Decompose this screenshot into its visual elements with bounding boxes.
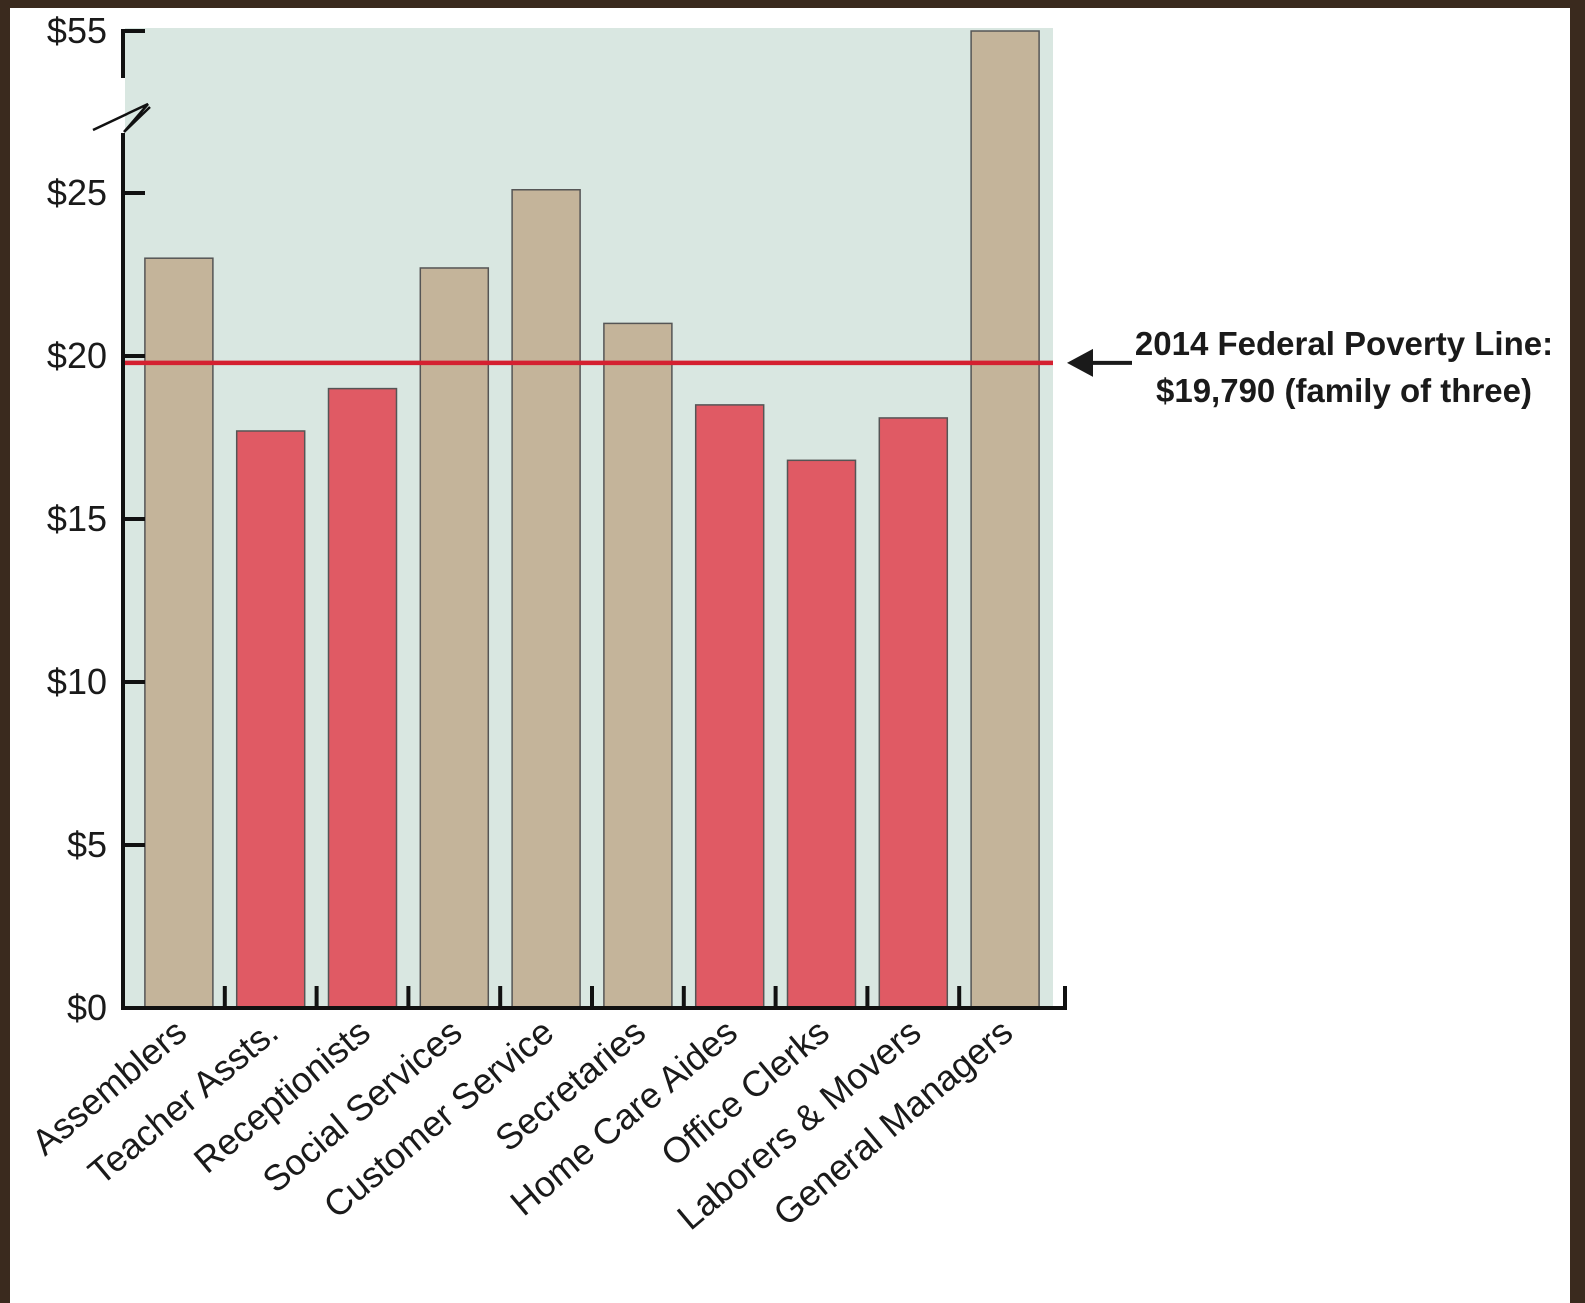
bar-laborers-movers (878, 417, 949, 1009)
bar-home-care-aides (694, 404, 765, 1009)
bar-office-clerks (786, 459, 857, 1009)
y-tick-label: $20 (47, 335, 107, 376)
chart-canvas: $0 $5 $10 $15 $20 $25 $55 Assemblers Teacher As… (10, 8, 1570, 1303)
y-tick-label: $10 (47, 661, 107, 702)
bar-teacher-assts (235, 430, 306, 1009)
bar-customer-service (511, 189, 581, 1009)
y-tick-label: $0 (67, 987, 107, 1028)
poverty-line-label-line2: $19,790 (family of three) (1156, 372, 1532, 409)
bars-group (144, 30, 1040, 1009)
bar-assemblers (144, 257, 214, 1009)
y-tick-label: $15 (47, 498, 107, 539)
y-tick-label: $55 (47, 10, 107, 51)
bar-secretaries (603, 322, 673, 1009)
arrow-left-icon (1067, 348, 1093, 377)
bar-social-services (419, 267, 490, 1009)
axis-break-icon (92, 102, 151, 133)
y-ticks-group: $0 $5 $10 $15 $20 $25 $55 (47, 10, 145, 1028)
y-tick-label: $5 (67, 824, 107, 865)
poverty-annotation: 2014 Federal Poverty Line: $19,790 (fami… (1067, 325, 1553, 409)
poverty-line-label-line1: 2014 Federal Poverty Line: (1135, 325, 1553, 362)
y-tick-label: $25 (47, 172, 107, 213)
axes-group (92, 29, 1067, 1010)
bar-receptionists (327, 387, 398, 1009)
bar-general-managers (970, 30, 1040, 1009)
